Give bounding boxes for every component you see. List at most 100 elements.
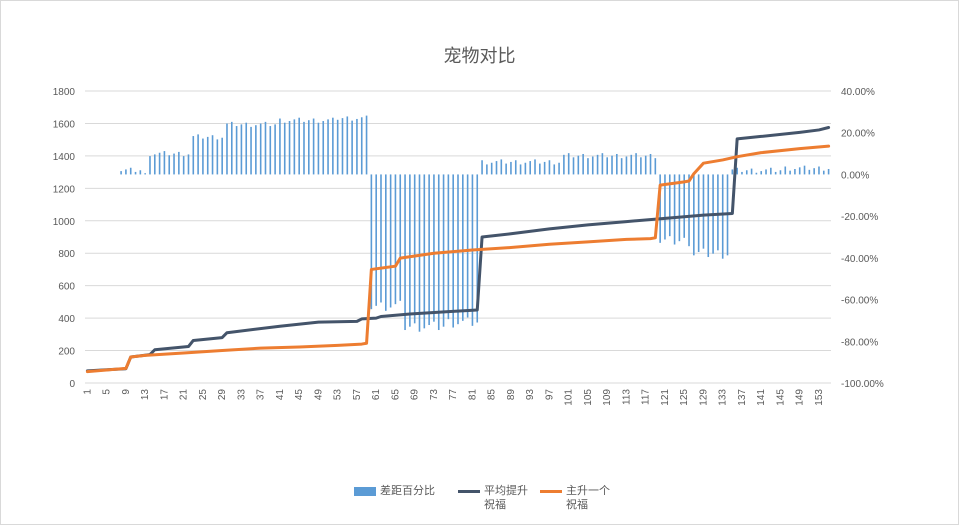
bar bbox=[567, 153, 570, 175]
series-avg-line bbox=[85, 126, 831, 373]
bar bbox=[370, 174, 373, 310]
bar bbox=[818, 166, 820, 175]
bar bbox=[269, 126, 272, 175]
bar bbox=[308, 120, 310, 175]
y-right-tick-label: 0.00% bbox=[841, 170, 869, 181]
bar bbox=[803, 165, 806, 175]
bar bbox=[279, 118, 281, 175]
bar bbox=[697, 174, 700, 253]
bar bbox=[717, 174, 719, 251]
bar bbox=[327, 119, 329, 175]
bar bbox=[808, 169, 811, 175]
bar bbox=[510, 161, 512, 175]
x-tick-label: 145 bbox=[775, 389, 786, 406]
x-tick-label: 133 bbox=[718, 389, 729, 406]
bar bbox=[423, 174, 426, 329]
bar bbox=[827, 169, 830, 175]
bar bbox=[543, 161, 546, 175]
bar bbox=[418, 174, 421, 332]
x-tick-label: 153 bbox=[814, 389, 825, 406]
bar bbox=[380, 174, 382, 303]
x-tick-label: 13 bbox=[140, 389, 151, 401]
y-left-tick-label: 0 bbox=[69, 379, 75, 390]
legend-swatch-bar bbox=[354, 487, 376, 496]
bar bbox=[351, 120, 353, 175]
bar bbox=[245, 122, 248, 175]
x-tick-label: 65 bbox=[390, 389, 401, 401]
chart-title: 宠物对比 bbox=[443, 46, 516, 67]
x-tick-label: 61 bbox=[371, 389, 382, 401]
x-tick-label: 149 bbox=[795, 389, 806, 406]
y-left-tick-label: 600 bbox=[58, 282, 75, 293]
bar bbox=[125, 169, 127, 175]
bar bbox=[620, 158, 623, 175]
bar bbox=[365, 115, 368, 175]
y-left-tick-label: 1200 bbox=[53, 184, 76, 195]
bar bbox=[635, 153, 637, 175]
bar bbox=[529, 161, 531, 175]
bar bbox=[640, 157, 642, 175]
bar bbox=[163, 151, 166, 175]
legend-swatch-line bbox=[458, 490, 480, 493]
legend-item-main-bless: 主升一个祝福 bbox=[540, 484, 614, 512]
bar bbox=[563, 154, 565, 175]
bar bbox=[457, 174, 459, 325]
bar bbox=[664, 174, 666, 240]
x-tick-label: 1 bbox=[82, 389, 93, 395]
bar bbox=[495, 161, 498, 175]
bar bbox=[216, 139, 219, 175]
bar bbox=[784, 166, 787, 175]
x-tick-label: 129 bbox=[698, 389, 709, 406]
bar bbox=[683, 174, 686, 238]
bar bbox=[606, 157, 608, 175]
x-tick-label: 97 bbox=[544, 389, 555, 401]
y-left-tick-label: 1800 bbox=[53, 87, 76, 98]
x-tick-label: 53 bbox=[333, 389, 344, 401]
legend-item-avg-bless: 平均提升祝福 bbox=[458, 484, 532, 512]
bar bbox=[168, 155, 171, 175]
bar bbox=[462, 174, 464, 321]
bar bbox=[813, 168, 815, 175]
bar bbox=[466, 174, 469, 318]
bar bbox=[490, 162, 493, 175]
bar bbox=[770, 167, 772, 175]
bar bbox=[798, 167, 801, 175]
y-right-tick-label: -60.00% bbox=[841, 296, 878, 307]
bar bbox=[399, 174, 402, 301]
x-tick-label: 9 bbox=[121, 389, 132, 395]
bar bbox=[158, 152, 161, 175]
bar bbox=[293, 119, 296, 175]
x-tick-label: 137 bbox=[737, 389, 748, 406]
x-tick-label: 41 bbox=[275, 389, 286, 401]
bar bbox=[779, 170, 782, 175]
bar bbox=[250, 126, 252, 175]
x-tick-label: 33 bbox=[236, 389, 247, 401]
bar bbox=[558, 162, 560, 175]
x-tick-label: 109 bbox=[602, 389, 613, 406]
x-tick-label: 5 bbox=[102, 389, 113, 395]
bar bbox=[178, 151, 180, 175]
y-left-tick-label: 400 bbox=[58, 314, 75, 325]
bar bbox=[192, 136, 195, 175]
bar bbox=[404, 174, 406, 331]
y-right-tick-label: -40.00% bbox=[841, 254, 878, 265]
bar bbox=[385, 174, 387, 311]
bar bbox=[553, 164, 556, 175]
legend-label: 主升一个祝福 bbox=[566, 484, 610, 511]
x-tick-label: 141 bbox=[756, 389, 767, 406]
bar bbox=[630, 154, 633, 175]
bar bbox=[433, 174, 435, 322]
bar bbox=[442, 174, 445, 327]
bar bbox=[524, 162, 527, 175]
x-tick-label: 25 bbox=[198, 389, 209, 401]
bar bbox=[235, 126, 238, 175]
bar bbox=[755, 172, 758, 175]
bar bbox=[240, 124, 243, 175]
bar bbox=[596, 154, 599, 175]
bar bbox=[447, 174, 450, 320]
x-tick-label: 89 bbox=[506, 389, 517, 401]
bar bbox=[120, 171, 122, 175]
bar bbox=[332, 117, 334, 175]
bar bbox=[409, 174, 411, 327]
x-tick-label: 37 bbox=[256, 389, 267, 401]
